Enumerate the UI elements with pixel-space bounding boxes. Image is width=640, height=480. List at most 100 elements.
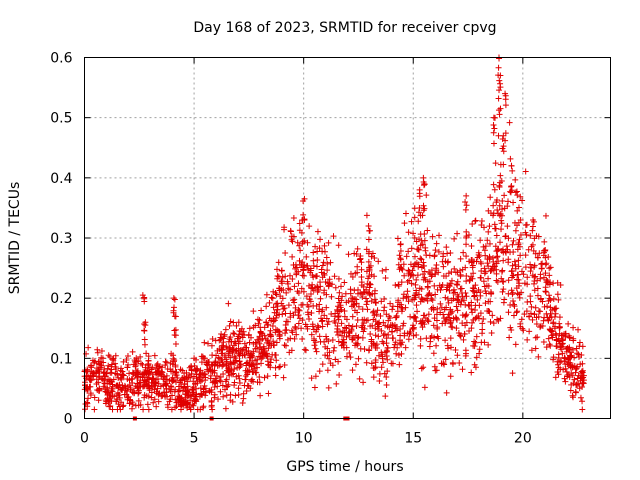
data-point [428,292,435,299]
data-point [510,312,517,319]
data-point [573,345,580,352]
data-point [126,382,133,389]
data-point [456,359,463,366]
data-point [250,348,257,355]
data-point [448,268,455,275]
data-point [267,327,274,334]
data-point [494,206,501,213]
data-point [460,336,467,343]
data-point [378,364,385,371]
data-point [294,239,301,246]
data-point [358,259,365,266]
data-point [518,316,525,323]
data-point [207,375,214,382]
data-point [494,278,501,285]
data-point [495,317,502,324]
data-point [366,227,373,234]
data-point [223,360,230,367]
data-point [387,300,394,307]
data-point [490,121,497,128]
data-point [325,338,332,345]
data-point [579,406,586,413]
data-point [463,253,470,260]
data-point [508,183,515,190]
data-point [468,273,475,280]
data-point [228,371,235,378]
data-point [405,293,412,300]
data-point [149,384,156,391]
data-point [532,345,539,352]
data-point [217,336,224,343]
data-point [506,119,513,126]
data-point [196,371,203,378]
data-point [112,363,119,370]
data-point [493,254,500,261]
data-point [152,369,159,376]
data-point [417,255,424,262]
data-point [543,344,550,351]
data-point [443,244,450,251]
data-point [336,289,343,296]
data-point [137,383,144,390]
data-point [252,357,259,364]
data-point [217,388,224,395]
data-point [226,322,233,329]
data-point [437,309,444,316]
data-point [321,338,328,345]
data-point [121,391,128,398]
data-point [413,259,420,266]
data-point [213,372,220,379]
data-point [369,290,376,297]
data-point [454,230,461,237]
data-point [518,289,525,296]
data-point [317,236,324,243]
data-point [292,309,299,316]
data-point [469,262,476,269]
data-point [285,280,292,287]
data-point [482,252,489,259]
data-point [179,387,186,394]
data-point [239,347,246,354]
data-point [208,399,215,406]
data-point [134,374,141,381]
data-point [443,389,450,396]
data-point [509,167,516,174]
data-point [187,397,194,404]
data-point [451,235,458,242]
data-point [528,264,535,271]
data-point [179,367,186,374]
data-point [478,217,485,224]
data-point [428,333,435,340]
data-point [335,328,342,335]
data-point [392,325,399,332]
data-point [264,373,271,380]
data-point [548,327,555,334]
data-point [550,296,557,303]
data-point [128,405,135,412]
data-point [240,390,247,397]
data-point [542,270,549,277]
data-point [321,242,328,249]
data-point [421,180,428,187]
data-point [493,277,500,284]
data-point [289,253,296,260]
data-point [301,272,308,279]
data-point [93,368,100,375]
data-point [577,375,584,382]
data-point [453,303,460,310]
data-point [540,249,547,256]
data-point [223,392,230,399]
data-point [510,237,517,244]
data-point [480,278,487,285]
data-point [243,388,250,395]
data-point [205,340,212,347]
data-point [170,352,177,359]
data-point [410,230,417,237]
data-point [300,197,307,204]
data-point [537,296,544,303]
data-point [188,367,195,374]
data-point [265,390,272,397]
data-point [280,374,287,381]
data-point [172,340,179,347]
data-point [164,401,171,408]
